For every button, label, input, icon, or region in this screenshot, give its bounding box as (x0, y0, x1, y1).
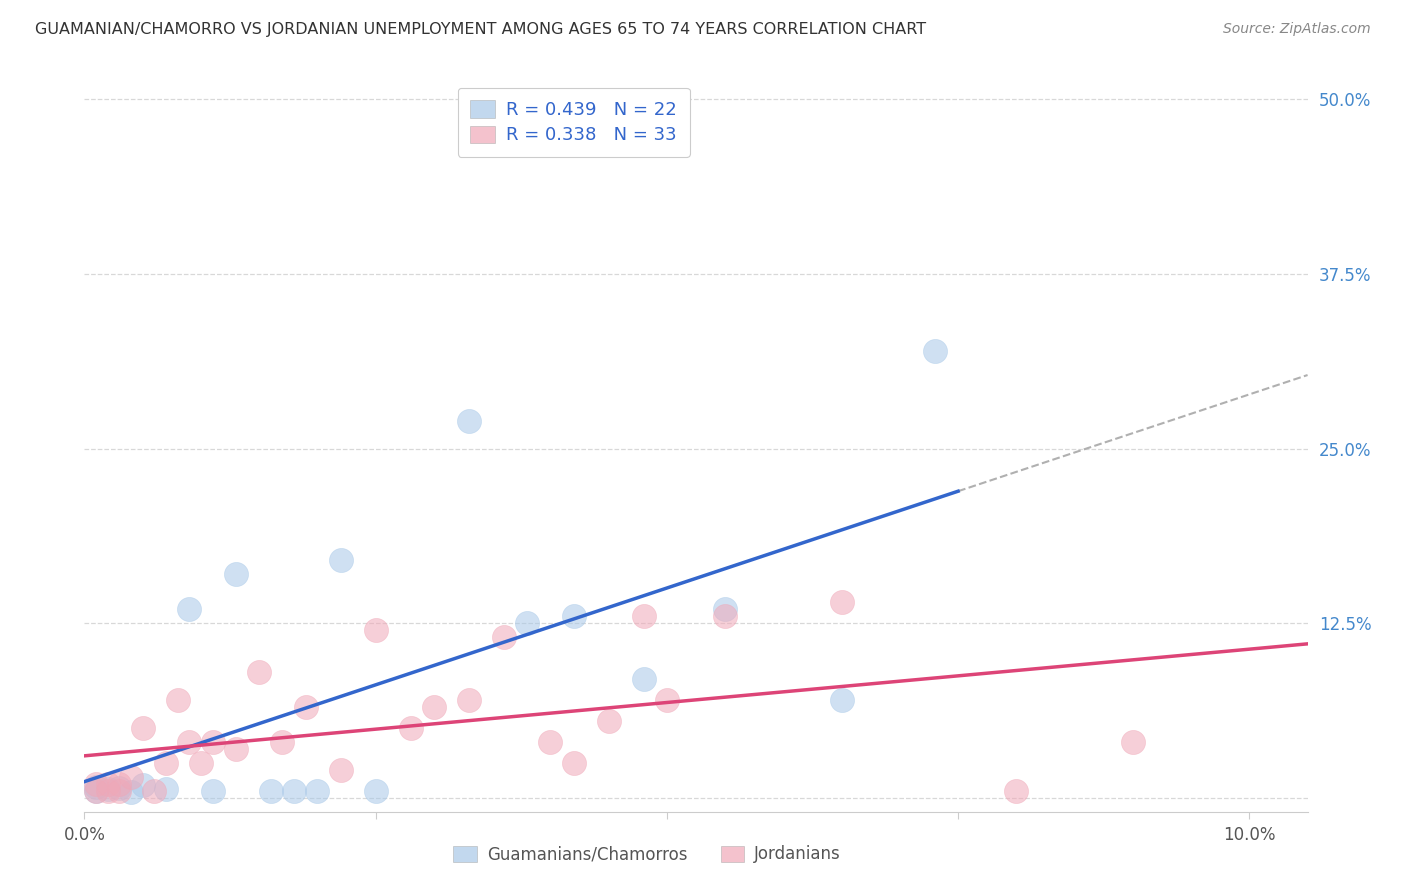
Point (457, 414, 479, 428)
Point (516, 616, 538, 631)
Point (108, 777, 131, 791)
Point (225, 742, 247, 756)
Point (283, 784, 305, 798)
Text: Source: ZipAtlas.com: Source: ZipAtlas.com (1223, 22, 1371, 37)
Point (155, 782, 177, 797)
Point (364, 623, 387, 637)
Point (633, 609, 655, 624)
Point (201, 735, 224, 749)
Point (166, 693, 188, 707)
Point (423, 700, 446, 714)
Point (307, 784, 329, 798)
Point (633, 672, 655, 686)
Point (179, 735, 201, 749)
Point (143, 784, 166, 798)
Point (714, 609, 737, 624)
Point (84, 780, 107, 794)
Point (492, 630, 515, 644)
Point (655, 693, 678, 707)
Point (108, 784, 131, 798)
Point (271, 735, 294, 749)
Point (179, 602, 201, 616)
Point (1005, 784, 1028, 798)
Point (329, 553, 352, 567)
Point (225, 567, 247, 582)
Point (84, 784, 107, 798)
Point (120, 770, 142, 784)
Point (131, 721, 153, 735)
Legend: Guamanians/Chamorros, Jordanians: Guamanians/Chamorros, Jordanians (447, 838, 848, 870)
Point (714, 602, 737, 616)
Point (598, 714, 620, 728)
Point (924, 343, 946, 358)
Point (190, 756, 212, 770)
Point (562, 756, 585, 770)
Point (108, 780, 131, 795)
Point (562, 609, 585, 624)
Point (120, 785, 142, 799)
Point (294, 700, 316, 714)
Point (457, 693, 479, 707)
Text: GUAMANIAN/CHAMORRO VS JORDANIAN UNEMPLOYMENT AMONG AGES 65 TO 74 YEARS CORRELATI: GUAMANIAN/CHAMORRO VS JORDANIAN UNEMPLOY… (35, 22, 927, 37)
Point (84, 784, 107, 798)
Point (247, 665, 270, 679)
Point (131, 778, 153, 792)
Point (538, 735, 561, 749)
Point (364, 784, 387, 798)
Point (399, 721, 422, 735)
Point (97, 777, 120, 791)
Point (1122, 735, 1144, 749)
Point (831, 693, 853, 707)
Point (155, 756, 177, 770)
Point (260, 784, 283, 798)
Point (84, 777, 107, 791)
Point (329, 763, 352, 777)
Point (97, 782, 120, 797)
Point (201, 784, 224, 798)
Point (97, 784, 120, 798)
Point (831, 595, 853, 609)
